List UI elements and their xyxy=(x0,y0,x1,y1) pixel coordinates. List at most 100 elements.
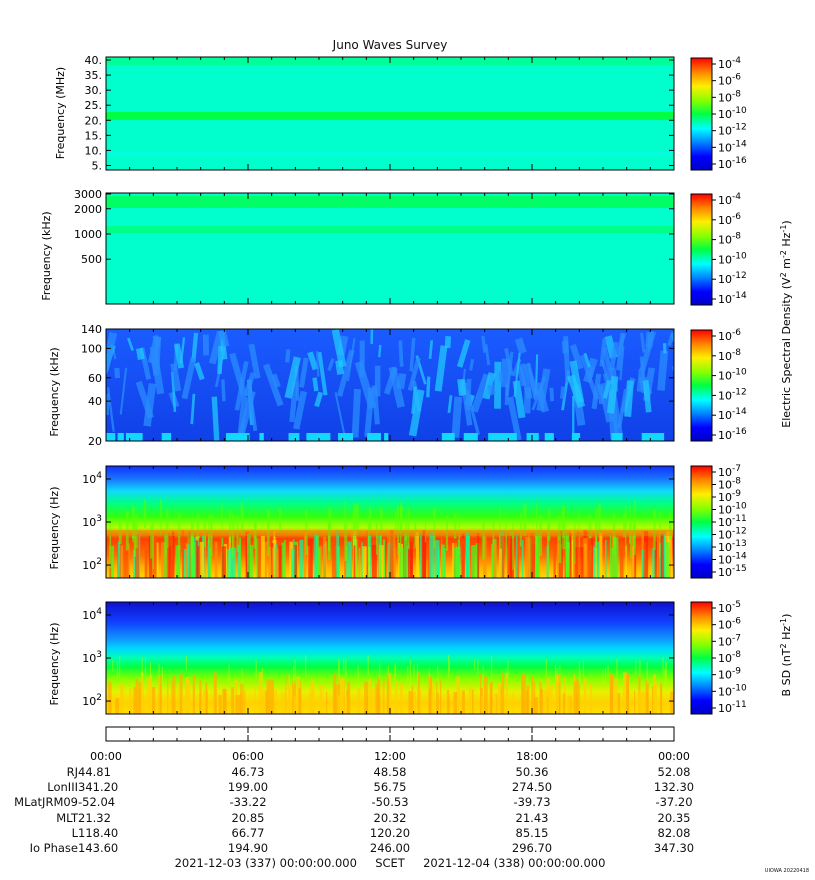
emission-streak xyxy=(522,674,526,714)
emission-streak xyxy=(150,524,153,559)
emission-streak xyxy=(299,539,304,578)
emission-streak xyxy=(562,693,566,714)
emission-streak xyxy=(558,516,562,564)
emission-streak xyxy=(263,363,284,407)
emission-streak xyxy=(384,433,389,441)
emission-streak xyxy=(448,655,450,678)
emission-streak xyxy=(179,674,183,714)
emission-streak xyxy=(112,660,114,672)
emission-streak xyxy=(505,668,507,679)
emission-streak xyxy=(319,685,323,714)
ephemeris-value: 82.08 xyxy=(657,825,691,840)
ephemeris-value: 118.40 xyxy=(78,825,119,840)
emission-streak xyxy=(568,694,571,714)
emission-streak xyxy=(255,660,257,678)
emission-streak xyxy=(500,358,510,388)
emission-streak xyxy=(380,533,382,578)
colorbar xyxy=(690,601,713,715)
emission-streak xyxy=(117,541,121,578)
emission-streak xyxy=(598,503,601,534)
emission-streak xyxy=(611,547,614,578)
emission-streak xyxy=(546,678,550,714)
emission-streak xyxy=(367,516,370,566)
emission-streak xyxy=(354,503,357,530)
emission-streak xyxy=(190,393,196,425)
emission-streak xyxy=(494,693,497,714)
emission-streak xyxy=(221,379,226,402)
emission-streak xyxy=(409,337,416,372)
emission-streak xyxy=(369,507,372,531)
emission-streak xyxy=(307,351,319,371)
emission-streak xyxy=(171,537,173,578)
emission-streak xyxy=(308,538,313,578)
electric-colorbar-label: Electric Spectral Density (V2 m-2 Hz-1) xyxy=(779,220,794,427)
emission-streak xyxy=(403,532,408,578)
emission-streak xyxy=(343,659,345,672)
ephemeris-value: 20.32 xyxy=(373,810,407,825)
emission-streak xyxy=(583,538,588,578)
emission-streak xyxy=(128,543,130,578)
emission-streak xyxy=(109,522,111,569)
emission-streak xyxy=(187,544,190,578)
emission-streak xyxy=(528,530,530,578)
emission-streak xyxy=(543,689,547,714)
emission-streak xyxy=(549,387,555,402)
colorbar-tick-label: 10-8 xyxy=(718,232,741,247)
emission-streak xyxy=(610,688,612,714)
emission-streak xyxy=(312,377,319,392)
emission-streak xyxy=(182,696,185,714)
emission-streak xyxy=(646,661,648,681)
emission-streak xyxy=(199,541,204,578)
emission-streak xyxy=(602,380,612,399)
y-tick-label: 30. xyxy=(85,84,103,97)
panel-5-ylabel: Frequency (Hz) xyxy=(48,623,61,706)
colorbar-tick-label: 10-11 xyxy=(718,700,747,715)
panel-2 xyxy=(105,192,675,305)
emission-streak xyxy=(182,530,185,578)
ephemeris-value: 296.70 xyxy=(511,841,553,855)
emission-streak xyxy=(114,367,121,379)
y-tick-label: 1000 xyxy=(74,228,102,241)
emission-streak xyxy=(540,688,542,714)
emission-streak xyxy=(534,697,538,714)
emission-streak xyxy=(437,692,439,714)
emission-streak xyxy=(482,518,485,560)
emission-streak xyxy=(266,679,271,714)
emission-streak xyxy=(346,541,352,578)
emission-streak xyxy=(353,505,356,546)
emission-streak xyxy=(461,690,465,714)
emission-streak xyxy=(487,384,496,396)
y-tick-label: 102 xyxy=(82,693,102,708)
emission-streak xyxy=(166,509,169,548)
emission-streak xyxy=(480,673,482,714)
emission-streak xyxy=(344,502,346,533)
emission-streak xyxy=(149,662,151,680)
y-tick-label: 25. xyxy=(85,99,103,112)
emission-streak xyxy=(255,522,257,562)
emission-streak xyxy=(407,507,410,548)
emission-streak xyxy=(434,540,440,578)
panel-5-emission-streaks xyxy=(108,655,674,714)
emission-streak xyxy=(241,668,243,692)
emission-streak xyxy=(569,344,584,370)
emission-streak xyxy=(523,363,540,398)
emission-streak xyxy=(380,507,383,533)
emission-streak xyxy=(652,686,654,714)
emission-streak xyxy=(626,672,629,714)
ephemeris-value: -37.20 xyxy=(655,795,693,810)
emission-streak xyxy=(438,546,440,578)
emission-streak xyxy=(536,503,538,551)
emission-streak xyxy=(429,531,435,578)
emission-streak xyxy=(254,686,256,714)
emission-streak xyxy=(382,539,386,578)
colorbar-tick-label: 10-6 xyxy=(718,328,741,343)
emission-streak xyxy=(147,335,162,364)
emission-streak xyxy=(192,674,196,714)
emission-streak xyxy=(408,389,425,437)
emission-streak xyxy=(545,659,547,677)
emission-streak xyxy=(138,687,141,714)
emission-streak xyxy=(370,329,374,344)
emission-streak xyxy=(351,388,361,438)
emission-streak xyxy=(399,684,403,714)
emission-streak xyxy=(199,679,202,714)
